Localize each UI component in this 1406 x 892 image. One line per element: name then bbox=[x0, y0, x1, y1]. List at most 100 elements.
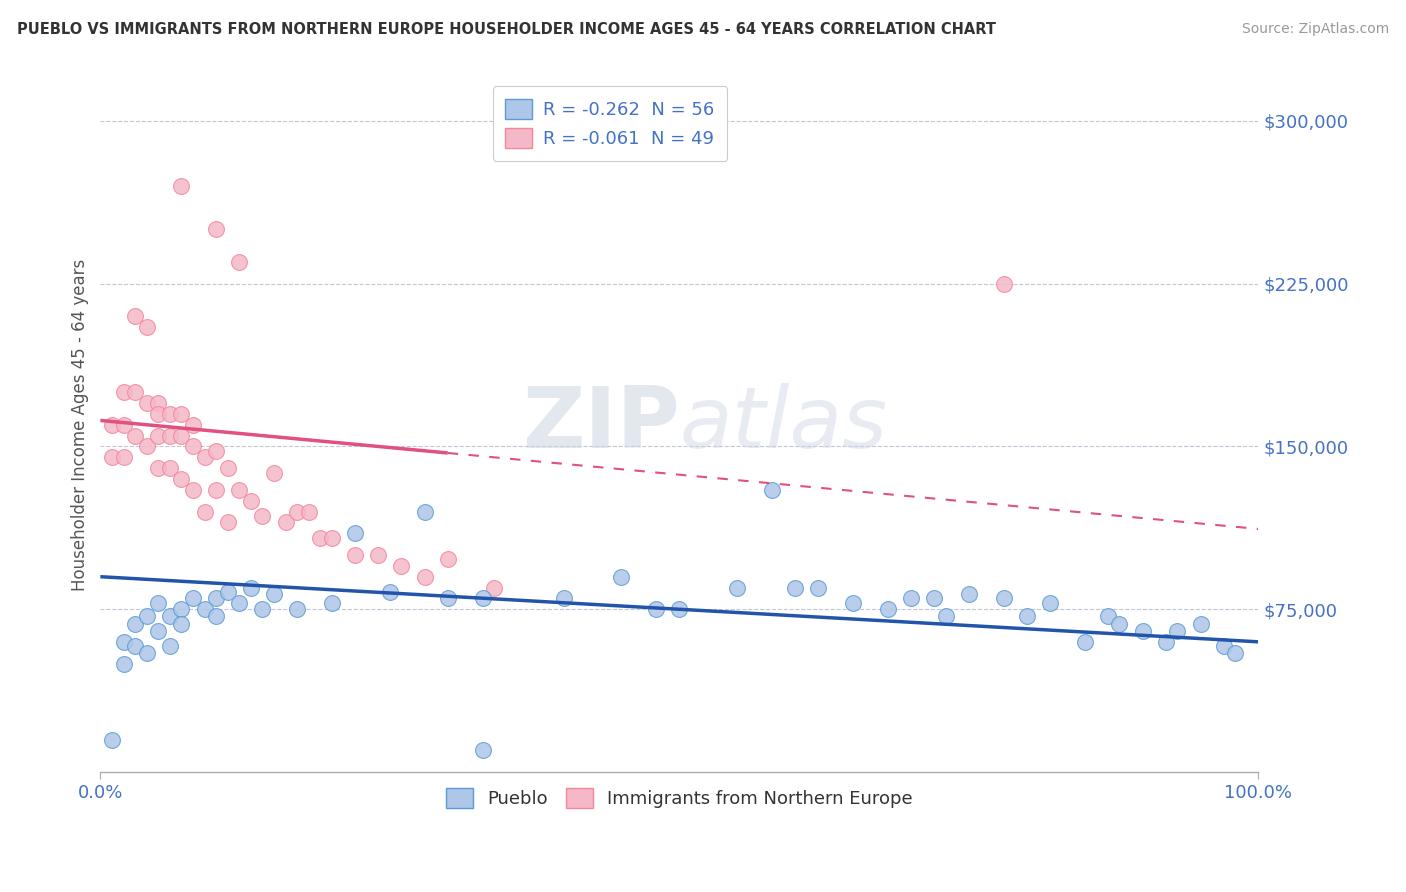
Point bbox=[309, 531, 332, 545]
Point bbox=[135, 320, 157, 334]
Point bbox=[1212, 639, 1234, 653]
Point bbox=[112, 385, 135, 400]
Point bbox=[148, 407, 170, 421]
Point bbox=[645, 602, 668, 616]
Point bbox=[205, 591, 228, 606]
Text: ZIP: ZIP bbox=[522, 384, 679, 467]
Point bbox=[413, 570, 436, 584]
Point bbox=[957, 587, 980, 601]
Point bbox=[217, 585, 239, 599]
Point bbox=[285, 602, 308, 616]
Point bbox=[205, 222, 228, 236]
Point bbox=[367, 548, 389, 562]
Point bbox=[170, 178, 193, 193]
Point bbox=[876, 602, 898, 616]
Point bbox=[148, 428, 170, 442]
Point bbox=[135, 440, 157, 454]
Point bbox=[159, 428, 181, 442]
Point bbox=[228, 596, 250, 610]
Point bbox=[413, 505, 436, 519]
Point bbox=[285, 505, 308, 519]
Point bbox=[391, 558, 413, 573]
Point bbox=[436, 591, 458, 606]
Point bbox=[228, 483, 250, 497]
Point bbox=[135, 646, 157, 660]
Point bbox=[900, 591, 922, 606]
Point bbox=[1225, 646, 1247, 660]
Point bbox=[378, 585, 401, 599]
Point bbox=[124, 639, 146, 653]
Point bbox=[148, 624, 170, 638]
Point bbox=[725, 581, 748, 595]
Point bbox=[194, 450, 217, 465]
Point bbox=[159, 461, 181, 475]
Point bbox=[101, 417, 124, 432]
Point bbox=[228, 255, 250, 269]
Point bbox=[124, 385, 146, 400]
Point bbox=[194, 505, 217, 519]
Point bbox=[112, 635, 135, 649]
Point bbox=[482, 581, 505, 595]
Point bbox=[298, 505, 321, 519]
Point bbox=[124, 617, 146, 632]
Point bbox=[170, 407, 193, 421]
Point bbox=[194, 602, 217, 616]
Point bbox=[124, 310, 146, 324]
Point bbox=[239, 493, 262, 508]
Point bbox=[112, 450, 135, 465]
Point bbox=[148, 396, 170, 410]
Point bbox=[101, 450, 124, 465]
Point bbox=[1132, 624, 1154, 638]
Point bbox=[274, 516, 297, 530]
Point bbox=[159, 407, 181, 421]
Point bbox=[761, 483, 783, 497]
Point bbox=[252, 602, 274, 616]
Point bbox=[135, 608, 157, 623]
Point bbox=[159, 639, 181, 653]
Point bbox=[181, 417, 204, 432]
Point bbox=[807, 581, 830, 595]
Point bbox=[668, 602, 690, 616]
Text: PUEBLO VS IMMIGRANTS FROM NORTHERN EUROPE HOUSEHOLDER INCOME AGES 45 - 64 YEARS : PUEBLO VS IMMIGRANTS FROM NORTHERN EUROP… bbox=[17, 22, 995, 37]
Point bbox=[436, 552, 458, 566]
Point bbox=[170, 617, 193, 632]
Point bbox=[321, 531, 343, 545]
Point bbox=[471, 591, 494, 606]
Point bbox=[553, 591, 575, 606]
Point bbox=[170, 472, 193, 486]
Point bbox=[610, 570, 633, 584]
Point bbox=[1189, 617, 1212, 632]
Point bbox=[1015, 608, 1038, 623]
Point bbox=[842, 596, 865, 610]
Point bbox=[170, 602, 193, 616]
Point bbox=[239, 581, 262, 595]
Point bbox=[263, 587, 285, 601]
Text: Source: ZipAtlas.com: Source: ZipAtlas.com bbox=[1241, 22, 1389, 37]
Point bbox=[112, 657, 135, 671]
Point bbox=[112, 417, 135, 432]
Point bbox=[148, 596, 170, 610]
Point bbox=[1074, 635, 1097, 649]
Point bbox=[785, 581, 807, 595]
Point bbox=[993, 591, 1015, 606]
Point bbox=[159, 608, 181, 623]
Point bbox=[124, 428, 146, 442]
Point bbox=[205, 608, 228, 623]
Point bbox=[1108, 617, 1130, 632]
Point bbox=[1166, 624, 1188, 638]
Point bbox=[1039, 596, 1062, 610]
Point bbox=[181, 483, 204, 497]
Point bbox=[181, 591, 204, 606]
Point bbox=[170, 428, 193, 442]
Point bbox=[471, 743, 494, 757]
Legend: Pueblo, Immigrants from Northern Europe: Pueblo, Immigrants from Northern Europe bbox=[439, 780, 921, 815]
Point bbox=[1097, 608, 1119, 623]
Point bbox=[1154, 635, 1177, 649]
Point bbox=[101, 732, 124, 747]
Text: atlas: atlas bbox=[679, 384, 887, 467]
Point bbox=[181, 440, 204, 454]
Point bbox=[205, 483, 228, 497]
Point bbox=[135, 396, 157, 410]
Point bbox=[344, 526, 367, 541]
Point bbox=[321, 596, 343, 610]
